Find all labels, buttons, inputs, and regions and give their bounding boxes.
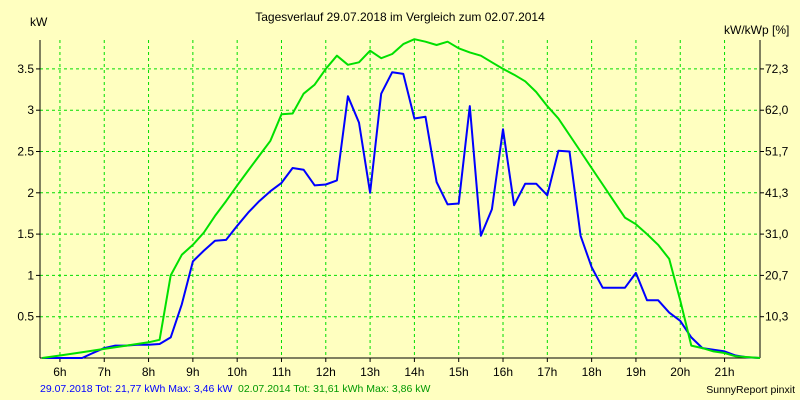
y-left-tick-label-1.5: 1.5	[17, 227, 34, 241]
x-tick-label-19h: 19h	[626, 365, 646, 379]
grid	[40, 40, 760, 358]
tick-labels: 6h 7h 8h 9h 10h 11h 12h 13h 14h 15h 16h 17h 18h 19h 20…	[17, 62, 788, 379]
x-tick-label-16h: 16h	[493, 365, 513, 379]
y-right-tick-label-72,3: 72,3	[765, 62, 789, 76]
series-line-29.07.2018	[42, 71, 761, 359]
y-left-tick-label-3: 3	[27, 103, 34, 117]
left-axis-label: kW	[30, 15, 48, 29]
x-tick-label-9h: 9h	[186, 365, 199, 379]
x-tick-label-14h: 14h	[404, 365, 424, 379]
x-tick-label-13h: 13h	[360, 365, 380, 379]
y-right-tick-label-31,0: 31,0	[765, 227, 789, 241]
y-right-tick-label-51,7: 51,7	[765, 145, 789, 159]
x-tick-label-11h: 11h	[272, 365, 291, 379]
y-left-tick-label-2: 2	[27, 186, 34, 200]
legend-entry-2018: 29.07.2018 Tot: 21,77 kWh Max: 3,46 kW	[40, 383, 233, 395]
y-left-tick-label-2.5: 2.5	[17, 145, 34, 159]
series-line-02.07.2014	[42, 38, 761, 359]
y-left-tick-label-1: 1	[27, 268, 34, 282]
y-left-tick-label-3.5: 3.5	[17, 62, 34, 76]
x-tick-label-8h: 8h	[142, 365, 155, 379]
y-right-tick-label-10,3: 10,3	[765, 310, 789, 324]
series-lines	[42, 38, 761, 359]
y-left-tick-label-0.5: 0.5	[17, 310, 34, 324]
x-tick-label-15h: 15h	[449, 365, 469, 379]
x-tick-label-10h: 10h	[227, 365, 247, 379]
x-tick-label-17h: 17h	[537, 365, 557, 379]
x-tick-label-7h: 7h	[98, 365, 111, 379]
x-tick-label-12h: 12h	[316, 365, 336, 379]
x-tick-label-6h: 6h	[53, 365, 66, 379]
axes	[36, 40, 764, 362]
chart-title: Tagesverlauf 29.07.2018 im Vergleich zum…	[255, 10, 545, 24]
y-right-tick-label-41,3: 41,3	[765, 186, 789, 200]
x-tick-label-21h: 21h	[715, 365, 735, 379]
x-tick-label-18h: 18h	[582, 365, 602, 379]
footer-credit: SunnyReport pinxit	[706, 384, 795, 396]
legend-entry-2014: 02.07.2014 Tot: 31,61 kWh Max: 3,86 kW	[238, 383, 431, 395]
x-tick-label-20h: 20h	[670, 365, 690, 379]
y-right-tick-label-20,7: 20,7	[765, 268, 789, 282]
right-axis-label: kW/kWp [%]	[724, 23, 789, 37]
y-right-tick-label-62,0: 62,0	[765, 103, 789, 117]
